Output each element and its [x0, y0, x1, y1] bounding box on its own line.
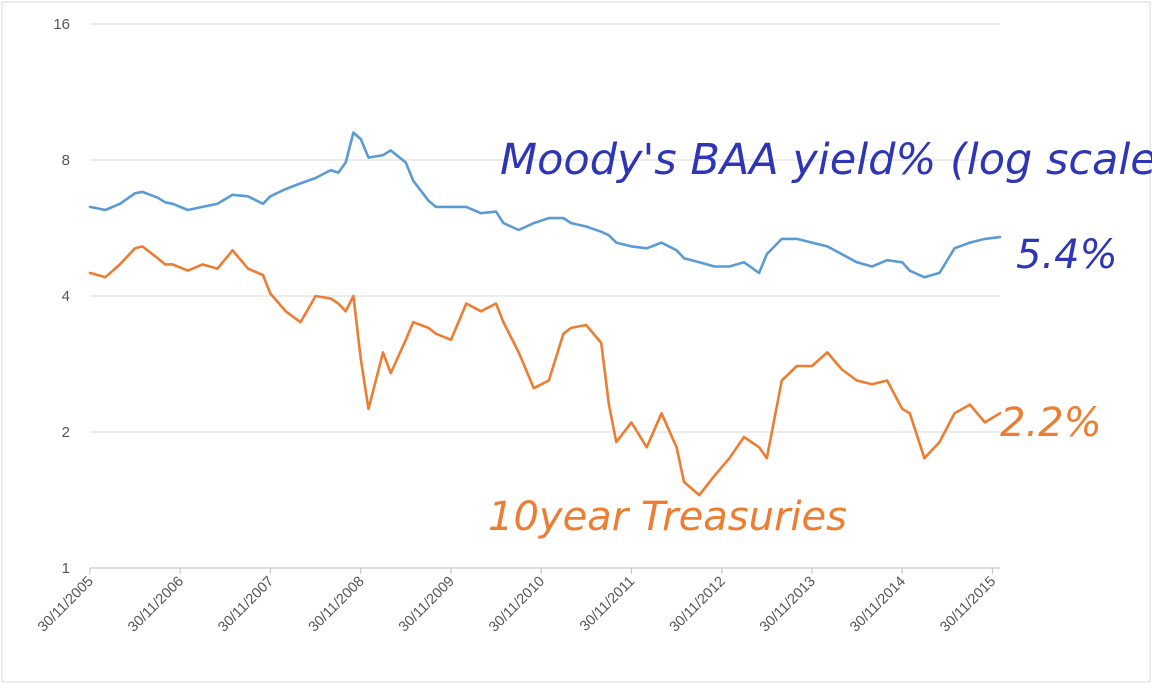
y-tick-label: 1	[62, 560, 70, 577]
annotations: Moody's BAA yield% (log scale) 5.4% 10ye…	[488, 135, 1152, 540]
treasury-annotation-label: 10year Treasuries	[488, 494, 847, 540]
baa-series-line	[88, 131, 1002, 279]
x-axis	[89, 567, 1000, 574]
y-tick-label: 8	[62, 152, 70, 169]
y-tick-label: 2	[62, 424, 70, 441]
baa-annotation-label: Moody's BAA yield% (log scale)	[500, 135, 1152, 185]
y-tick-label: 16	[53, 16, 70, 33]
baa-annotation-value: 5.4%	[1016, 232, 1118, 278]
treasury-series-line	[88, 245, 1002, 497]
y-axis: 16 8 4 2 1	[53, 16, 70, 577]
treasury-annotation-value: 2.2%	[1000, 400, 1102, 446]
grid	[90, 23, 1000, 433]
y-tick-label: 4	[62, 288, 70, 305]
series	[88, 131, 1002, 497]
